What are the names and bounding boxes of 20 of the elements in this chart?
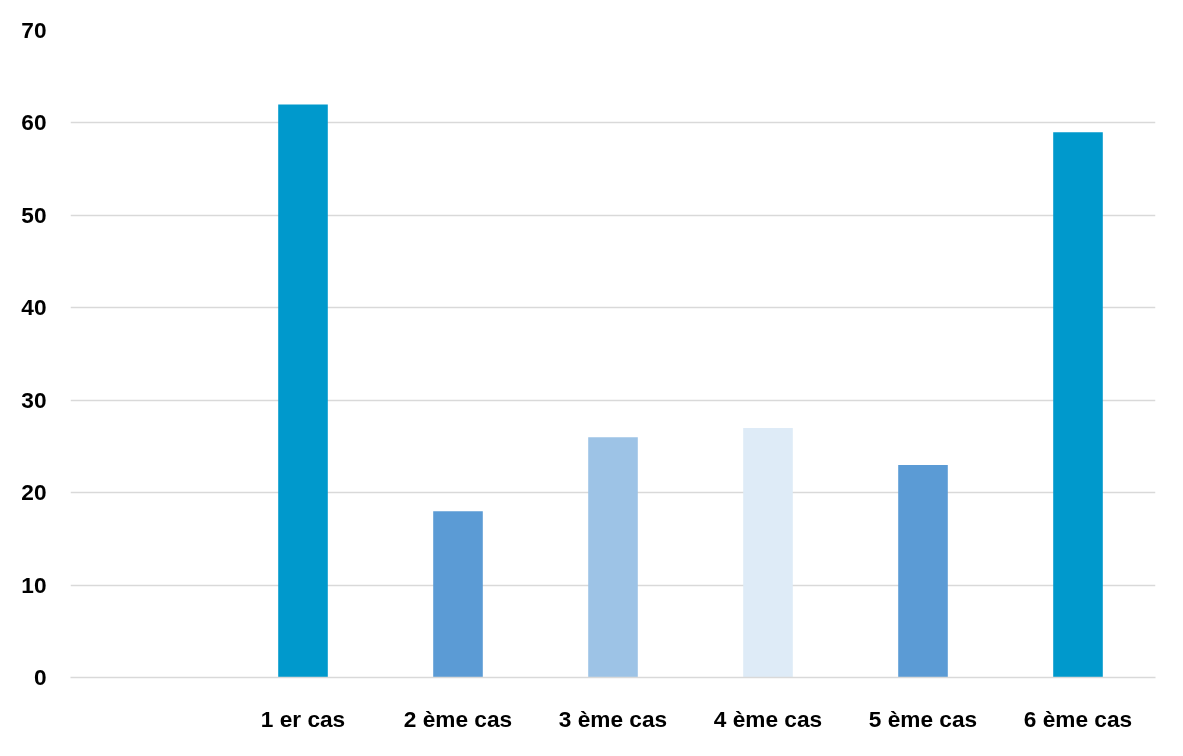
y-tick-label: 30 xyxy=(21,386,47,413)
y-tick-label: 70 xyxy=(21,17,47,43)
y-tick-label: 20 xyxy=(21,479,47,506)
bar xyxy=(743,427,793,678)
bar xyxy=(1053,132,1103,678)
y-tick-label: 60 xyxy=(21,109,47,136)
bar xyxy=(278,104,328,678)
y-tick-label: 50 xyxy=(21,201,47,228)
x-tick-label: 1 er cas xyxy=(260,705,346,732)
bar xyxy=(898,464,948,678)
y-tick-label: 10 xyxy=(21,571,47,598)
x-tick-label: 5 ème cas xyxy=(868,705,978,732)
bar xyxy=(433,511,483,678)
x-tick-label: 3 ème cas xyxy=(558,705,668,732)
y-tick-label: 40 xyxy=(21,294,47,321)
x-tick-label: 6 ème cas xyxy=(1023,705,1133,732)
bar xyxy=(588,437,638,678)
x-tick-label: 2 ème cas xyxy=(403,705,513,732)
y-tick-label: 0 xyxy=(33,664,47,690)
x-tick-label: 4 ème cas xyxy=(713,705,823,732)
